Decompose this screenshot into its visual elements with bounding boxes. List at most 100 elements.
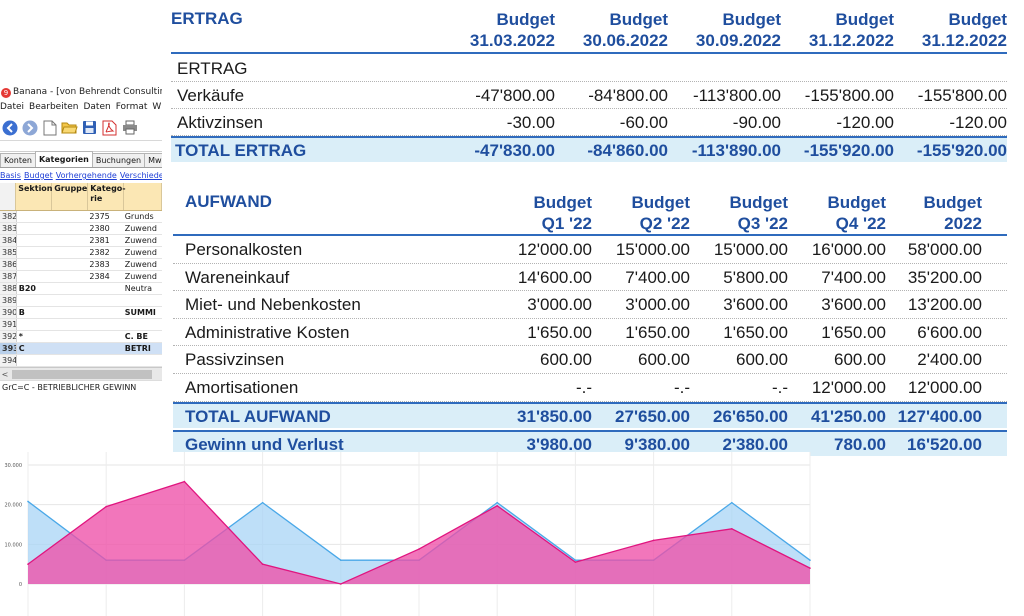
view-vorhergehende[interactable]: Vorhergehende (55, 171, 117, 180)
table-row[interactable]: 383 2380 Zuwend (0, 223, 162, 235)
cell-gruppe[interactable] (52, 235, 87, 246)
row-number[interactable]: 384 (0, 235, 17, 246)
cell-gruppe[interactable] (52, 307, 87, 318)
table-row[interactable]: 386 2383 Zuwend (0, 259, 162, 271)
cell-kategorie[interactable] (87, 307, 122, 318)
cell-sektion[interactable]: B (18, 308, 25, 317)
table-row[interactable]: 391 (0, 319, 162, 331)
view-budget[interactable]: Budget (23, 171, 53, 180)
row-number[interactable]: 389 (0, 295, 17, 306)
row-number[interactable]: 385 (0, 247, 17, 258)
open-folder-icon[interactable] (61, 119, 78, 136)
cell-kategorie[interactable] (87, 343, 122, 354)
cell-beschreibung[interactable]: BETRI (124, 344, 151, 353)
print-icon[interactable] (121, 119, 138, 136)
cell-sektion[interactable] (17, 355, 52, 366)
table-row[interactable]: 389 (0, 295, 162, 307)
cell-beschreibung[interactable]: Neutra (124, 284, 153, 293)
horizontal-scrollbar[interactable]: < (0, 367, 162, 380)
cell-beschreibung[interactable]: Zuwend (124, 236, 157, 245)
cell-beschreibung[interactable]: Grunds (124, 212, 154, 221)
cell-sektion[interactable]: C (18, 344, 25, 353)
cell-sektion[interactable]: B20 (18, 284, 36, 293)
menu-item-datei[interactable]: Datei (0, 102, 25, 112)
cell-beschreibung[interactable]: Zuwend (124, 248, 157, 257)
table-row[interactable]: 388 B20 Neutra (0, 283, 162, 295)
scroll-left-icon[interactable]: < (1, 369, 9, 379)
col-header-gruppe[interactable]: Gruppe (52, 183, 89, 210)
scrollbar-thumb[interactable] (12, 369, 152, 379)
cell-gruppe[interactable] (52, 271, 87, 282)
cell-kategorie[interactable] (87, 319, 122, 330)
row-number[interactable]: 383 (0, 223, 17, 234)
table-row[interactable]: 382 2375 Grunds (0, 211, 162, 223)
row-number[interactable]: 394 (0, 355, 17, 366)
cell-gruppe[interactable] (52, 247, 87, 258)
table-row[interactable]: 393C BETRI (0, 343, 162, 355)
row-number[interactable]: 386 (0, 259, 17, 270)
cell-beschreibung[interactable]: C. BE (124, 332, 148, 341)
row-number[interactable]: 391 (0, 319, 17, 330)
cell-gruppe[interactable] (52, 355, 87, 366)
cell-kategorie[interactable] (87, 355, 122, 366)
cell-beschreibung[interactable]: SUMMI (124, 308, 156, 317)
tab-konten[interactable]: Konten (0, 153, 36, 167)
cell-kategorie[interactable]: 2384 (89, 272, 110, 281)
table-row[interactable]: 390 B SUMMI (0, 307, 162, 319)
table-row[interactable]: 385 2382 Zuwend (0, 247, 162, 259)
cell-sektion[interactable] (17, 319, 52, 330)
cell-beschreibung[interactable] (123, 295, 162, 306)
cell-beschreibung[interactable]: Zuwend (124, 272, 157, 281)
menu-item-daten[interactable]: Daten (83, 102, 111, 112)
row-number[interactable]: 392 (0, 331, 17, 342)
cell-kategorie[interactable]: 2375 (89, 212, 110, 221)
row-number[interactable]: 388 (0, 283, 17, 294)
cell-kategorie[interactable]: 2381 (89, 236, 110, 245)
cell-gruppe[interactable] (52, 211, 87, 222)
cell-beschreibung[interactable]: Zuwend (124, 260, 157, 269)
menu-item-format[interactable]: Format (115, 102, 148, 112)
cell-sektion[interactable] (17, 235, 52, 246)
cell-kategorie[interactable]: 2382 (89, 248, 110, 257)
cell-sektion[interactable] (17, 247, 52, 258)
table-row[interactable]: 394 (0, 355, 162, 367)
menu-item-more[interactable]: W (152, 102, 162, 112)
cell-sektion[interactable] (17, 295, 52, 306)
save-icon[interactable] (81, 119, 98, 136)
cell-sektion[interactable]: * (18, 332, 23, 341)
cell-kategorie[interactable]: 2383 (89, 260, 110, 269)
cell-sektion[interactable] (17, 271, 52, 282)
cell-gruppe[interactable] (52, 259, 87, 270)
row-number[interactable]: 382 (0, 211, 17, 222)
col-header-kategorie[interactable]: Katego- rie (88, 183, 126, 210)
cell-gruppe[interactable] (52, 295, 87, 306)
col-header-sektion[interactable]: Sektion (16, 183, 53, 210)
cell-sektion[interactable] (17, 223, 52, 234)
tab-mwst[interactable]: MwSt (144, 153, 162, 167)
cell-gruppe[interactable] (52, 223, 87, 234)
table-row[interactable]: 387 2384 Zuwend (0, 271, 162, 283)
cell-beschreibung[interactable] (123, 319, 162, 330)
view-basis[interactable]: Basis (0, 171, 21, 180)
row-number[interactable]: 393 (0, 343, 17, 354)
table-row[interactable]: 384 2381 Zuwend (0, 235, 162, 247)
cell-sektion[interactable] (17, 211, 52, 222)
view-verschieden[interactable]: Verschieden (119, 171, 162, 180)
new-file-icon[interactable] (41, 119, 58, 136)
tab-kategorien[interactable]: Kategorien (34, 151, 93, 167)
row-number[interactable]: 390 (0, 307, 17, 318)
cell-kategorie[interactable] (87, 331, 122, 342)
cell-gruppe[interactable] (52, 331, 87, 342)
col-header-beschreibung[interactable] (124, 183, 162, 210)
menu-item-bearbeiten[interactable]: Bearbeiten (29, 102, 79, 112)
cell-kategorie[interactable] (87, 283, 122, 294)
table-row[interactable]: 392 * C. BE (0, 331, 162, 343)
cell-gruppe[interactable] (52, 343, 87, 354)
cell-sektion[interactable] (17, 259, 52, 270)
tab-buchungen[interactable]: Buchungen (91, 153, 146, 167)
forward-icon[interactable] (21, 119, 38, 136)
cell-kategorie[interactable] (87, 295, 122, 306)
pdf-icon[interactable] (101, 119, 118, 136)
row-number[interactable]: 387 (0, 271, 17, 282)
cell-gruppe[interactable] (52, 319, 87, 330)
